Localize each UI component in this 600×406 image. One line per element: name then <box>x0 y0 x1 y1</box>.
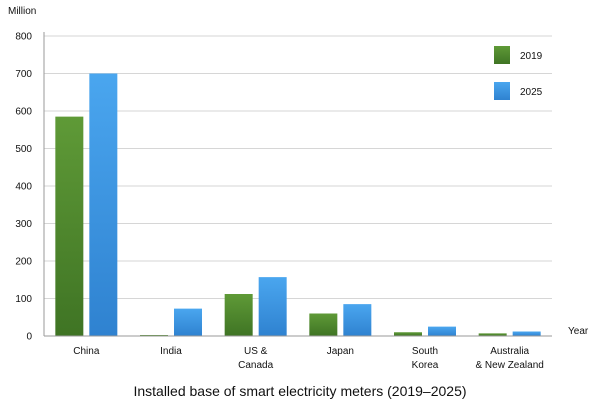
x-axis-title: Year <box>568 326 589 337</box>
legend-swatch-2019 <box>494 46 510 64</box>
y-tick-label: 300 <box>15 219 32 230</box>
labels: 0 100 200 300 400 500 600 700 800 China India US & C… <box>15 32 544 372</box>
grid-lines <box>44 35 552 299</box>
legend-swatch-2025 <box>494 82 510 100</box>
y-tick-label: 800 <box>15 32 32 43</box>
axes <box>43 32 552 337</box>
bar-2025 <box>512 331 541 336</box>
y-tick-label: 700 <box>15 69 32 80</box>
bar-2025 <box>89 73 118 336</box>
x-category-label: Japan <box>327 346 354 357</box>
x-category-label: Korea <box>412 360 439 371</box>
x-category-label: Canada <box>238 360 273 371</box>
bar-2025 <box>343 304 372 336</box>
x-category-label: Australia <box>490 346 529 357</box>
bar-2019 <box>224 294 253 336</box>
y-tick-label: 400 <box>15 182 32 193</box>
bar-2025 <box>174 308 202 336</box>
x-category-label: South <box>412 346 438 357</box>
bar-2019 <box>394 332 422 336</box>
y-tick-label: 100 <box>15 294 32 305</box>
x-category-label: India <box>160 346 182 357</box>
bar-2025 <box>428 326 456 336</box>
legend: 2019 2025 <box>494 46 543 100</box>
chart-title: Installed base of smart electricity mete… <box>133 383 466 399</box>
legend-label-2019: 2019 <box>520 51 543 62</box>
x-category-label: & New Zealand <box>475 360 543 371</box>
bar-2019 <box>309 313 338 336</box>
legend-label-2025: 2025 <box>520 87 543 98</box>
y-axis-title: Million <box>8 6 36 17</box>
y-tick-label: 500 <box>15 144 32 155</box>
x-category-label: China <box>73 346 100 357</box>
y-tick-label: 200 <box>15 257 32 268</box>
bar-2019 <box>478 333 507 336</box>
bars <box>55 73 541 336</box>
y-tick-label: 600 <box>15 107 32 118</box>
bar-2025 <box>258 277 287 336</box>
bar-2019 <box>55 116 84 336</box>
y-tick-label: 0 <box>26 332 32 343</box>
x-category-label: US & <box>244 346 268 357</box>
